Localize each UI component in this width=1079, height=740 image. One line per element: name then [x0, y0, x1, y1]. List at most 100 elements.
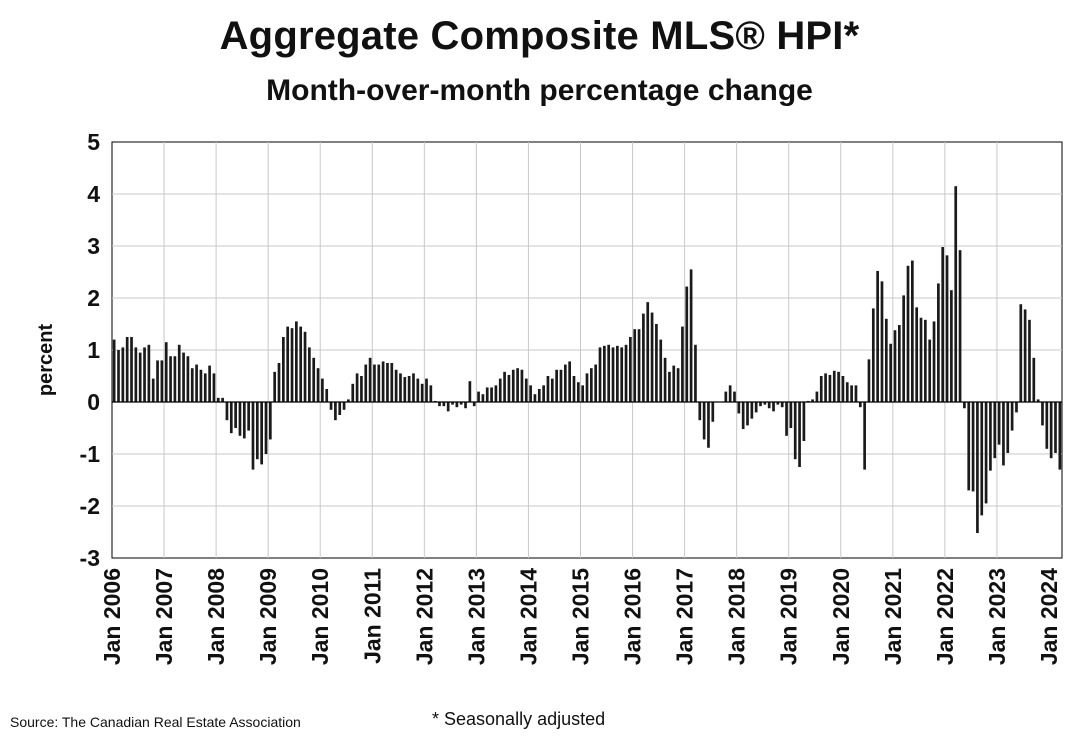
- bar: [707, 402, 710, 448]
- bar: [550, 378, 554, 402]
- bar: [884, 318, 888, 402]
- bar: [498, 378, 502, 402]
- bar: [576, 382, 580, 402]
- x-tick-label: Jan 2015: [567, 568, 593, 665]
- bar: [698, 402, 702, 421]
- bar: [733, 391, 736, 402]
- bar: [308, 347, 311, 402]
- bar: [724, 391, 728, 402]
- bar: [607, 344, 611, 402]
- bar: [403, 377, 407, 402]
- y-tick-label: -2: [80, 493, 100, 519]
- x-tick-label: Jan 2018: [724, 568, 750, 665]
- bar: [438, 402, 441, 407]
- bar: [754, 402, 758, 413]
- bar: [815, 391, 819, 402]
- bar: [247, 402, 250, 431]
- bar: [130, 337, 133, 402]
- bar: [524, 378, 528, 402]
- bar: [503, 371, 506, 402]
- bar: [347, 399, 350, 402]
- bar: [260, 402, 263, 465]
- bar: [911, 260, 914, 402]
- bar: [303, 331, 307, 402]
- bar: [1002, 402, 1005, 466]
- bar: [902, 295, 906, 402]
- x-tick-label: Jan 2019: [776, 568, 802, 665]
- bar: [1028, 319, 1031, 402]
- bar: [451, 402, 454, 405]
- bar: [477, 391, 480, 402]
- bar: [585, 373, 589, 402]
- y-tick-label: 5: [87, 129, 100, 155]
- bar: [611, 347, 615, 402]
- y-tick-label: 1: [87, 337, 100, 363]
- bar: [780, 402, 784, 408]
- bar: [993, 402, 997, 459]
- bar: [841, 376, 845, 402]
- x-tick-label: Jan 2012: [411, 568, 437, 665]
- bar: [412, 373, 415, 402]
- bar: [837, 371, 840, 402]
- bar: [928, 339, 932, 402]
- bar: [594, 364, 598, 402]
- bar: [425, 378, 428, 402]
- bar: [624, 344, 628, 402]
- bar: [143, 347, 146, 402]
- x-tick-label: Jan 2020: [828, 568, 854, 665]
- bar: [655, 324, 658, 402]
- bar: [321, 378, 324, 402]
- bar: [446, 402, 450, 412]
- bar: [190, 368, 194, 402]
- bar: [216, 397, 220, 402]
- bar: [1049, 402, 1053, 459]
- bar: [225, 402, 229, 421]
- bar: [334, 402, 337, 421]
- y-tick-label: -1: [80, 441, 101, 467]
- bar: [212, 373, 216, 402]
- bar: [559, 369, 563, 402]
- x-tick-label: Jan 2010: [307, 568, 333, 665]
- bar: [897, 325, 901, 402]
- bar: [581, 385, 585, 402]
- bar: [598, 347, 602, 402]
- bar: [182, 352, 185, 402]
- bar: [976, 402, 979, 534]
- x-tick-label: Jan 2024: [1036, 568, 1062, 665]
- bar: [203, 373, 207, 402]
- bar: [316, 368, 320, 402]
- bar: [464, 402, 467, 409]
- y-axis-label: percent: [35, 324, 57, 397]
- bar: [932, 321, 936, 402]
- bar: [963, 402, 966, 409]
- bar: [772, 402, 775, 412]
- bar: [234, 402, 237, 428]
- bar: [151, 378, 155, 402]
- bar: [863, 402, 866, 470]
- bar: [889, 343, 892, 402]
- bar: [1023, 309, 1027, 402]
- x-tick-label: Jan 2023: [984, 568, 1010, 665]
- bar: [893, 330, 897, 402]
- y-tick-label: 2: [87, 285, 100, 311]
- bar: [620, 347, 624, 402]
- bar: [485, 387, 489, 402]
- bar: [125, 337, 129, 402]
- bar: [629, 337, 632, 402]
- x-tick-label: Jan 2007: [151, 568, 177, 665]
- bar: [516, 368, 519, 402]
- bar: [468, 381, 472, 402]
- bar: [785, 402, 788, 436]
- x-tick-label: Jan 2022: [932, 568, 958, 665]
- bar: [394, 369, 398, 402]
- bar: [763, 402, 767, 405]
- bar: [160, 360, 164, 402]
- bar: [533, 394, 537, 402]
- bar: [1006, 402, 1010, 453]
- bar: [1010, 402, 1014, 431]
- bar: [360, 376, 363, 402]
- bar: [1032, 357, 1036, 402]
- bar: [112, 339, 116, 402]
- bar: [368, 357, 372, 402]
- bar: [906, 265, 910, 402]
